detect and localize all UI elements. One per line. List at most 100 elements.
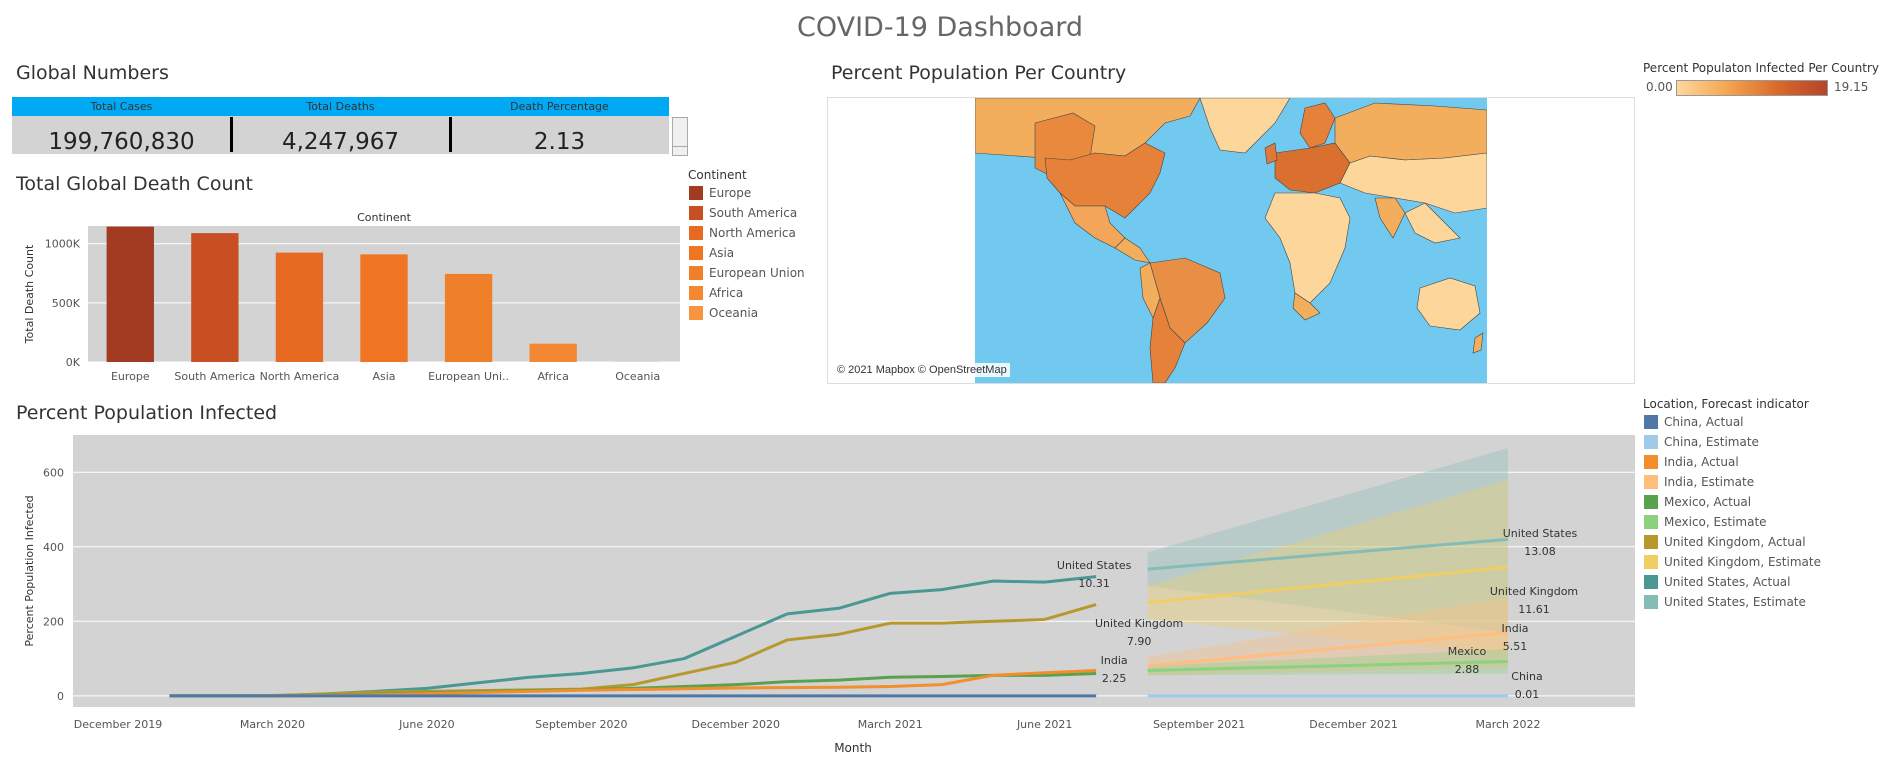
world-map[interactable] [975, 98, 1487, 383]
map-country-asia[interactable] [1339, 152, 1487, 214]
map-country-greenland[interactable] [1199, 98, 1291, 154]
forecast-legend-swatch [1644, 595, 1658, 609]
map-country-peru[interactable] [1139, 262, 1161, 319]
forecast-band-united-kingdom [1147, 479, 1508, 655]
bar-x-tick-labels: Europe South America North America Asia Euro… [111, 370, 660, 383]
kpi-scrollbar-arrow[interactable] [672, 146, 688, 156]
forecast-legend-label: United States, Estimate [1664, 595, 1806, 609]
line-x-tick-label: June 2021 [1016, 718, 1072, 731]
line-annotations: United States 10.31 United Kingdom 7.90 Indi… [1057, 527, 1578, 701]
map-country-australia[interactable] [1416, 277, 1481, 331]
kpi-header-row: Total Cases Total Deaths Death Percentag… [12, 97, 669, 116]
continent-legend-item[interactable]: North America [689, 225, 796, 241]
forecast-legend-swatch [1644, 495, 1658, 509]
series-line-united-kingdom-estimate[interactable] [1147, 565, 1509, 605]
bar-y-tick-label: 500K [52, 297, 81, 310]
annotation-location: India [1502, 622, 1529, 635]
bar-south-america[interactable] [191, 233, 239, 362]
forecast-legend-swatch [1644, 415, 1658, 429]
kpi-scrollbar[interactable] [672, 117, 688, 147]
map-country-africa[interactable] [1264, 192, 1351, 304]
map-country-south-africa[interactable] [1292, 292, 1321, 321]
forecast-legend-item[interactable]: Mexico, Actual [1644, 494, 1751, 510]
map-title: Percent Population Per Country [831, 62, 1127, 84]
infected-line-chart: 0 200 400 600 December 2019 March 2020 June 2… [23, 435, 1635, 755]
continent-legend-label: Europe [709, 186, 752, 200]
line-x-ticks: December 2019 March 2020 June 2020 Septembe… [74, 718, 1541, 731]
bar-north-america[interactable] [275, 252, 324, 362]
line-plot-area [73, 435, 1635, 707]
kpi-separator [230, 117, 233, 152]
continent-legend-swatch [689, 266, 703, 280]
map-legend-max: 19.15 [1834, 80, 1869, 94]
line-x-tick-label: March 2020 [240, 718, 305, 731]
forecast-legend-item[interactable]: Mexico, Estimate [1644, 514, 1767, 530]
bar-european-union[interactable] [444, 273, 493, 362]
series-line-united-states-estimate[interactable] [1147, 537, 1509, 571]
line-x-tick-label: December 2020 [692, 718, 781, 731]
continent-legend-item[interactable]: European Union [689, 265, 805, 281]
continent-legend-swatch [689, 206, 703, 220]
continent-legend-item[interactable]: South America [689, 205, 797, 221]
forecast-legend-item[interactable]: United Kingdom, Actual [1644, 534, 1806, 550]
bar-y-tick-label: 1000K [45, 238, 81, 251]
forecast-legend-swatch [1644, 515, 1658, 529]
continent-legend-item[interactable]: Africa [689, 285, 743, 301]
map-country-scandinavia[interactable] [1299, 102, 1336, 149]
forecast-legend-swatch [1644, 575, 1658, 589]
forecast-legend-item[interactable]: India, Estimate [1644, 474, 1754, 490]
global-numbers-table: Total Cases Total Deaths Death Percentag… [12, 97, 669, 155]
map-legend-min: 0.00 [1646, 80, 1673, 94]
forecast-band-india [1147, 597, 1508, 676]
infected-title: Percent Population Infected [16, 402, 278, 424]
bar-asia[interactable] [360, 254, 408, 362]
map-country-southeast-asia[interactable] [1404, 202, 1461, 244]
annotation-value: 2.25 [1102, 672, 1127, 685]
map-legend-gradient [1676, 80, 1828, 96]
forecast-legend-label: United Kingdom, Estimate [1664, 555, 1821, 569]
forecast-legend-item[interactable]: United States, Actual [1644, 574, 1790, 590]
line-x-tick-label: December 2019 [74, 718, 163, 731]
forecast-legend-item[interactable]: United Kingdom, Estimate [1644, 554, 1821, 570]
forecast-legend-item[interactable]: China, Estimate [1644, 434, 1759, 450]
map-country-united-kingdom[interactable] [1264, 142, 1278, 165]
forecast-legend-item[interactable]: United States, Estimate [1644, 594, 1806, 610]
continent-legend-item[interactable]: Oceania [689, 305, 758, 321]
kpi-value-death-percentage: 2.13 [533, 129, 586, 155]
series-line-india-estimate[interactable] [1147, 630, 1509, 668]
map-legend-title: Percent Populaton Infected Per Country [1643, 61, 1879, 75]
forecast-legend-label: United States, Actual [1664, 575, 1791, 589]
continent-legend-label: Oceania [709, 306, 759, 320]
map-country-russia[interactable] [1334, 102, 1487, 164]
series-line-mexico-estimate[interactable] [1147, 660, 1509, 672]
bar-x-tick-label: Asia [372, 370, 395, 383]
line-x-tick-label: December 2021 [1309, 718, 1398, 731]
line-x-tick-label: September 2021 [1153, 718, 1245, 731]
annotation-value: 0.01 [1515, 688, 1540, 701]
line-y-axis-label: Percent Population Infected [23, 495, 36, 646]
continent-legend-swatch [689, 186, 703, 200]
bar-y-tick-label: 0K [66, 356, 81, 369]
continent-legend-item[interactable]: Europe [689, 185, 751, 201]
continent-legend-item[interactable]: Asia [689, 245, 734, 261]
forecast-bands [1147, 448, 1508, 676]
line-series [169, 537, 1509, 698]
line-x-tick-label: March 2022 [1475, 718, 1540, 731]
world-map-frame[interactable]: © 2021 Mapbox © OpenStreetMap [827, 97, 1635, 384]
map-country-india[interactable] [1374, 197, 1406, 239]
forecast-legend-swatch [1644, 435, 1658, 449]
map-country-new-zealand[interactable] [1472, 332, 1484, 354]
map-attribution[interactable]: © 2021 Mapbox © OpenStreetMap [834, 363, 1010, 377]
bar-x-tick-label: Oceania [615, 370, 660, 383]
bar-africa[interactable] [529, 343, 577, 362]
forecast-legend-item[interactable]: India, Actual [1644, 454, 1739, 470]
map-country-argentina[interactable] [1149, 297, 1186, 383]
annotation-location: Mexico [1448, 645, 1487, 658]
continent-legend-swatch [689, 226, 703, 240]
map-country-central-america[interactable] [1114, 237, 1151, 264]
forecast-legend-swatch [1644, 475, 1658, 489]
line-x-axis-label: Month [834, 741, 872, 755]
forecast-legend-label: India, Actual [1664, 455, 1739, 469]
bar-europe[interactable] [106, 226, 154, 362]
forecast-legend-item[interactable]: China, Actual [1644, 414, 1744, 430]
